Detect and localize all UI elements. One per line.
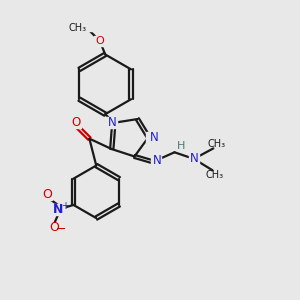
Text: CH₃: CH₃ [207, 139, 225, 149]
Text: N: N [53, 203, 64, 216]
Text: O: O [42, 188, 52, 201]
Text: O: O [95, 36, 104, 46]
Bar [188, 154, 199, 164]
Text: N: N [153, 154, 162, 167]
Bar [151, 157, 161, 167]
Bar [40, 190, 52, 200]
Text: O: O [71, 116, 80, 129]
Bar [52, 204, 64, 215]
Text: +: + [61, 201, 69, 211]
Text: N: N [108, 116, 117, 129]
Bar [94, 36, 105, 46]
Text: N: N [190, 152, 198, 165]
Text: N: N [149, 131, 158, 144]
Text: CH₃: CH₃ [206, 170, 224, 180]
Bar [70, 119, 81, 128]
Bar [47, 223, 61, 232]
Bar [146, 132, 158, 142]
Bar [78, 22, 95, 31]
Text: O: O [49, 221, 59, 234]
Bar [105, 117, 117, 128]
Text: H: H [177, 141, 185, 151]
Text: CH₃: CH₃ [68, 22, 86, 33]
Text: −: − [56, 223, 66, 236]
